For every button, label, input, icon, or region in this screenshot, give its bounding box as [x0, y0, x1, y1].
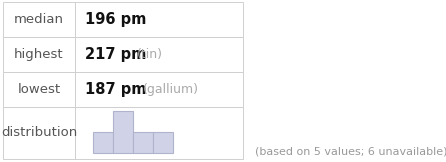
Text: (gallium): (gallium)	[143, 83, 199, 96]
Bar	[93, 132, 113, 153]
Text: highest: highest	[14, 48, 64, 61]
Text: (tin): (tin)	[137, 48, 163, 61]
Bar	[153, 132, 173, 153]
Text: 187 pm: 187 pm	[85, 82, 146, 97]
Text: 217 pm: 217 pm	[85, 47, 146, 62]
Bar	[3, 72, 75, 107]
Text: lowest: lowest	[17, 83, 61, 96]
Bar	[3, 2, 75, 37]
Bar	[3, 107, 75, 159]
Bar	[75, 107, 243, 159]
Bar	[133, 132, 153, 153]
Text: median: median	[14, 13, 64, 26]
Text: distribution: distribution	[1, 127, 77, 139]
Text: 196 pm: 196 pm	[85, 12, 146, 27]
Bar	[3, 37, 75, 72]
Bar	[75, 2, 243, 37]
Bar	[75, 37, 243, 72]
Bar	[75, 72, 243, 107]
Bar	[113, 111, 133, 153]
Text: (based on 5 values; 6 unavailable): (based on 5 values; 6 unavailable)	[255, 147, 446, 157]
